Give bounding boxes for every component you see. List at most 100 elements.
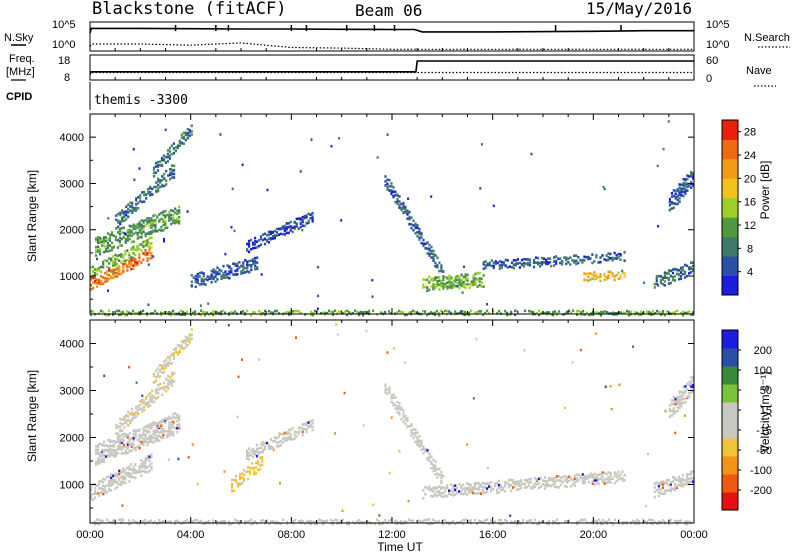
heatmap-cell bbox=[463, 265, 465, 268]
heatmap-cell bbox=[686, 189, 689, 192]
heatmap-cell bbox=[670, 402, 673, 406]
heatmap-cell bbox=[652, 519, 655, 522]
heatmap-cell bbox=[117, 219, 120, 223]
heatmap-cell bbox=[261, 238, 265, 242]
heatmap-cell bbox=[545, 482, 548, 486]
heatmap-cell bbox=[595, 275, 598, 278]
heatmap-cell bbox=[673, 267, 677, 271]
heatmap-cell bbox=[277, 440, 280, 444]
heatmap-cell bbox=[478, 519, 481, 523]
heatmap-cell bbox=[644, 520, 647, 524]
heatmap-cell bbox=[180, 340, 183, 344]
heatmap-cell bbox=[605, 276, 608, 279]
heatmap-cell bbox=[157, 187, 160, 190]
heatmap-cell bbox=[173, 371, 176, 375]
heatmap-cell bbox=[648, 310, 651, 314]
heatmap-cell bbox=[95, 448, 98, 451]
heatmap-cell bbox=[531, 487, 534, 490]
heatmap-cell bbox=[90, 313, 93, 317]
heatmap-cell bbox=[266, 519, 269, 522]
heatmap-cell bbox=[537, 256, 540, 260]
heatmap-cell bbox=[440, 268, 443, 272]
heatmap-cell bbox=[285, 432, 288, 436]
heatmap-cell bbox=[297, 426, 300, 430]
heatmap-cell bbox=[112, 264, 115, 267]
heatmap-cell bbox=[668, 404, 671, 407]
heatmap-cell bbox=[326, 519, 329, 522]
heatmap-cell bbox=[668, 197, 671, 201]
velocity-colorbar-label: Velocity [m s⁻¹] bbox=[758, 371, 772, 452]
heatmap-cell bbox=[452, 286, 455, 289]
heatmap-cell bbox=[688, 267, 691, 271]
heatmap-cell bbox=[250, 449, 253, 453]
heatmap-cell bbox=[172, 217, 175, 220]
heatmap-cell bbox=[162, 520, 165, 523]
heatmap-cell bbox=[172, 151, 175, 155]
heatmap-cell bbox=[154, 520, 157, 524]
heatmap-cell bbox=[150, 437, 153, 441]
heatmap-cell bbox=[516, 523, 519, 526]
heatmap-cell bbox=[613, 275, 616, 278]
heatmap-cell bbox=[673, 483, 677, 486]
heatmap-cell bbox=[98, 282, 101, 285]
heatmap-cell bbox=[668, 415, 671, 418]
heatmap-cell bbox=[609, 385, 612, 388]
heatmap-cell bbox=[142, 443, 145, 447]
heatmap-cell bbox=[271, 230, 274, 234]
heatmap-cell bbox=[259, 451, 263, 454]
heatmap-cell bbox=[488, 261, 491, 265]
heatmap-cell bbox=[672, 395, 675, 399]
heatmap-cell bbox=[102, 480, 105, 484]
heatmap-cell bbox=[537, 486, 540, 490]
heatmap-cell bbox=[247, 470, 250, 473]
heatmap-cell bbox=[464, 490, 467, 493]
heatmap-cell bbox=[120, 441, 123, 444]
heatmap-cell bbox=[479, 187, 482, 190]
heatmap-cell bbox=[575, 477, 578, 480]
heatmap-cell bbox=[509, 483, 513, 487]
heatmap-cell bbox=[486, 518, 489, 522]
heatmap-cell bbox=[305, 222, 308, 225]
heatmap-cell bbox=[522, 257, 526, 261]
heatmap-cell bbox=[384, 383, 387, 386]
heatmap-cell bbox=[519, 486, 523, 490]
heatmap-cell bbox=[100, 487, 103, 490]
heatmap-cell bbox=[561, 481, 564, 484]
heatmap-cell bbox=[141, 407, 144, 410]
heatmap-cell bbox=[289, 225, 292, 228]
heatmap-cell bbox=[126, 264, 129, 268]
heatmap-cell bbox=[236, 273, 239, 276]
heatmap-cell bbox=[663, 492, 666, 495]
heatmap-cell bbox=[657, 284, 660, 287]
heatmap-cell bbox=[146, 424, 149, 428]
heatmap-cell bbox=[671, 475, 675, 479]
heatmap-cell bbox=[684, 385, 687, 388]
heatmap-cell bbox=[642, 311, 645, 315]
heatmap-cell bbox=[402, 210, 405, 214]
heatmap-cell bbox=[340, 519, 343, 522]
heatmap-cell bbox=[283, 227, 286, 230]
heatmap-cell bbox=[99, 453, 102, 456]
heatmap-cell bbox=[556, 522, 559, 525]
heatmap-cell bbox=[444, 309, 447, 313]
heatmap-cell bbox=[667, 478, 670, 482]
heatmap-cell bbox=[257, 468, 260, 472]
heatmap-cell bbox=[386, 188, 389, 191]
heatmap-cell bbox=[398, 407, 401, 411]
heatmap-cell bbox=[150, 466, 153, 469]
heatmap-cell bbox=[176, 351, 179, 354]
heatmap-cell bbox=[597, 482, 600, 486]
heatmap-cell bbox=[239, 477, 242, 481]
heatmap-cell bbox=[674, 195, 677, 199]
heatmap-cell bbox=[106, 453, 110, 457]
heatmap-cell bbox=[458, 281, 461, 284]
heatmap-cell bbox=[692, 178, 695, 181]
heatmap-cell bbox=[110, 241, 114, 245]
heatmap-cell bbox=[686, 388, 689, 391]
heatmap-cell bbox=[492, 261, 495, 265]
heatmap-cell bbox=[154, 422, 157, 425]
heatmap-cell bbox=[96, 278, 99, 282]
heatmap-cell bbox=[311, 418, 314, 422]
heatmap-cell bbox=[440, 494, 443, 498]
heatmap-cell bbox=[106, 484, 109, 487]
